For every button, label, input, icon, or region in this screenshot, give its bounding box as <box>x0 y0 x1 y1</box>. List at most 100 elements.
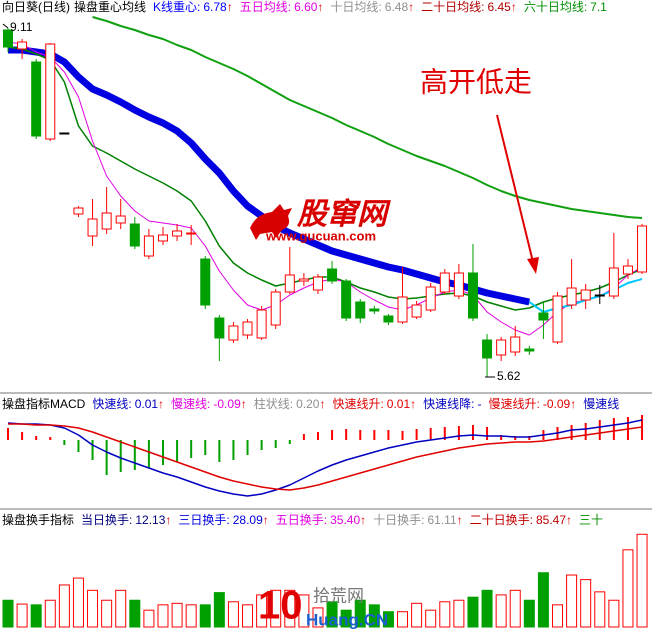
header-value: 6.78 <box>203 0 227 14</box>
header-value: -0.09 <box>543 397 571 411</box>
header-value: 0.01 <box>387 397 411 411</box>
series-line <box>92 16 643 219</box>
turnover-bar <box>622 549 634 628</box>
candle-body <box>270 291 281 326</box>
turnover-bar <box>199 604 211 628</box>
header-value: 6.48 <box>385 0 409 14</box>
header-name: 十日换手: <box>373 513 424 527</box>
series-line <box>7 419 643 497</box>
turnover-bar <box>608 599 620 628</box>
candle-body <box>580 289 591 301</box>
header-value: 61.11 <box>427 513 456 527</box>
turnover-bar <box>129 599 141 628</box>
candle-body <box>242 321 253 336</box>
header-value: 7.1 <box>590 0 607 14</box>
candle-body <box>538 312 549 321</box>
candle-body <box>17 41 28 50</box>
candle-body <box>298 278 309 282</box>
candle-body <box>73 207 84 215</box>
candle-body <box>524 348 535 352</box>
candle-body <box>200 258 211 306</box>
turnover-bar <box>185 604 197 628</box>
header-name: 十日均线: <box>330 0 381 14</box>
header-trend: ↑ <box>408 0 414 14</box>
extreme-pointer <box>2 23 9 29</box>
panel-title: 操盘指标MACD <box>2 396 86 411</box>
header-value: 0.20 <box>296 397 320 411</box>
candle-body <box>186 232 197 235</box>
series-line <box>8 423 643 491</box>
turnover-bar <box>213 592 225 628</box>
candle-body <box>3 29 13 48</box>
candle-body <box>369 308 380 312</box>
annotation-arrowhead <box>527 257 539 274</box>
candle-body <box>397 296 408 323</box>
turnover-bar <box>467 596 479 628</box>
header-value: 28.09 <box>233 513 263 527</box>
header-trend: ↑ <box>457 513 463 527</box>
candle-body <box>566 287 577 306</box>
turnover-bar <box>44 599 56 628</box>
candle-body <box>172 230 183 237</box>
turnover-bar <box>270 589 282 628</box>
header-trend: ↑ <box>241 397 247 411</box>
candle-body <box>622 265 633 275</box>
candle-body <box>467 272 478 319</box>
watermark-gucuan: 股窜网 www.gucuan.com <box>250 198 391 243</box>
header-name: 快速线: <box>92 397 131 411</box>
header-trend: ↑ <box>263 513 269 527</box>
candle-body <box>87 218 98 237</box>
turnover-bar <box>312 607 324 628</box>
header-name: 五日均线: <box>240 0 291 14</box>
candle-body <box>45 43 56 140</box>
turnover-bar <box>566 574 578 628</box>
candle-body <box>327 268 338 282</box>
annotation: 高开低走 <box>420 66 532 97</box>
header-trend: ↑ <box>570 397 576 411</box>
candle-body <box>496 339 507 356</box>
turnover-bar <box>425 609 437 628</box>
candle-body <box>594 294 605 297</box>
candle-body <box>425 286 436 311</box>
turnover-bar <box>16 603 28 628</box>
turnover-bar <box>30 604 42 628</box>
candle-body <box>411 304 422 318</box>
header-name: 二十日均线: <box>421 0 484 14</box>
turnover-bar <box>171 602 183 628</box>
high-label: 9.11 <box>10 20 33 34</box>
header-value: 0.01 <box>135 397 159 411</box>
candle-body <box>482 339 493 359</box>
turnover-bar <box>495 594 507 628</box>
panel-header: 操盘换手指标 当日换手: 12.13↑ 三日换手: 28.09↑ 五日换手: 35.40↑ 十… <box>2 512 603 527</box>
candle-body <box>637 225 648 273</box>
watermark-huang: 10 拾荒网 Huang.CN <box>258 584 388 630</box>
turnover-bar <box>537 572 549 628</box>
header-name: 慢速线 <box>583 397 619 411</box>
candle-body <box>355 301 366 319</box>
candle-body <box>115 215 126 224</box>
header-trend: ↑ <box>319 397 325 411</box>
header-name: 五日换手: <box>276 513 327 527</box>
turnover-bar <box>439 601 451 628</box>
header-name: 慢速线升: <box>489 397 540 411</box>
turnover-bar <box>284 589 296 628</box>
panel-header: 操盘指标MACD 快速线: 0.01↑ 慢速线: -0.09↑ 柱状线: 0.20↑ 快速线升… <box>2 396 619 411</box>
series-line <box>7 46 643 311</box>
header-trend: ↑ <box>158 397 164 411</box>
candle-body <box>552 295 563 343</box>
low-label: 5.62 <box>497 369 521 383</box>
turnover-bar <box>523 599 535 628</box>
turnover-bar <box>157 604 169 628</box>
header-trend: ↑ <box>227 0 233 14</box>
candle-body <box>59 132 70 135</box>
header-name: 快速线降: <box>423 397 474 411</box>
candle-body <box>439 272 450 293</box>
panel-subtitle: 操盘重心均线 <box>74 0 146 14</box>
header-name: 柱状线: <box>254 396 293 411</box>
candle-body <box>31 61 42 137</box>
turnover-bar <box>72 577 84 628</box>
turnover-bar <box>594 591 606 628</box>
panel-title: 操盘换手指标 <box>2 512 74 527</box>
